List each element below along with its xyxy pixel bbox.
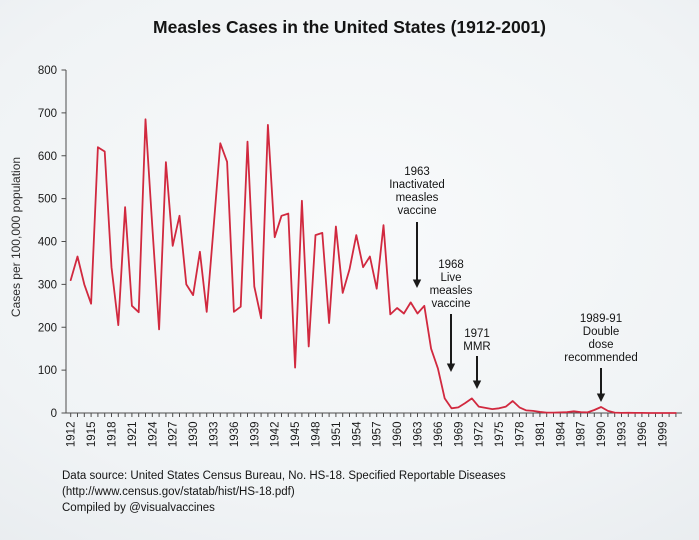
x-tick-label: 1996 [637, 422, 649, 448]
annotation-text-line: vaccine [432, 298, 471, 310]
x-tick-label: 1990 [596, 422, 608, 448]
measles-rate-line [69, 118, 677, 414]
footer-credit-line: Compiled by @visualvaccines [62, 501, 215, 514]
annotation-text-line: Double [583, 326, 619, 338]
x-tick-label: 1945 [290, 422, 302, 448]
annotation-text-line: 1963 [404, 166, 430, 178]
annotation-text-line: Inactivated [389, 179, 445, 191]
x-tick-label: 1930 [188, 422, 200, 448]
x-tick-label: 1915 [86, 422, 98, 448]
x-tick-label: 1912 [66, 422, 78, 448]
x-tick-label: 1918 [107, 422, 119, 448]
footer-source-line: Data source: United States Census Bureau… [62, 470, 506, 482]
x-tick-label: 1978 [515, 422, 527, 448]
annotation-text-line: dose [589, 339, 614, 351]
annotation-text-line: MMR [463, 341, 490, 353]
x-tick-label: 1942 [270, 422, 282, 448]
x-tick-label: 1999 [657, 422, 669, 448]
x-tick-label: 1924 [147, 421, 159, 447]
x-tick-label: 1954 [351, 421, 363, 447]
x-tick-label: 1975 [494, 421, 506, 447]
annotation-arrowhead [472, 380, 482, 389]
annotation-text-line: 1968 [438, 259, 464, 271]
x-tick-label: 1969 [453, 422, 465, 448]
y-tick-label: 0 [51, 408, 57, 420]
annotation-arrowhead [446, 363, 456, 372]
y-tick-label: 500 [38, 194, 57, 206]
y-tick-label: 700 [38, 108, 57, 120]
footer: Data source: United States Census Bureau… [62, 469, 506, 516]
annotation-text-line: 1971 [464, 328, 490, 340]
x-tick-label: 1933 [209, 422, 221, 448]
annotation-arrowhead [596, 393, 606, 402]
x-tick-label: 1951 [331, 422, 343, 448]
x-tick-label: 1987 [576, 422, 588, 448]
x-tick-label: 1972 [474, 422, 486, 448]
annotation-text-line: measles [430, 285, 473, 297]
y-tick-label: 400 [38, 237, 57, 249]
x-tick-label: 1921 [127, 422, 139, 448]
x-tick-label: 1936 [229, 422, 241, 448]
annotation-text-line: measles [396, 192, 439, 204]
x-tick-label: 1960 [392, 422, 404, 448]
x-tick-label: 1963 [413, 422, 425, 448]
annotation-text-line: vaccine [398, 205, 437, 217]
x-tick-label: 1927 [168, 422, 180, 448]
x-tick-label: 1957 [372, 422, 384, 448]
annotation-text-line: 1989-91 [580, 313, 622, 325]
annotation-text-line: recommended [564, 352, 638, 364]
y-tick-label: 800 [38, 65, 57, 77]
x-tick-label: 1966 [433, 422, 445, 448]
x-tick-label: 1993 [617, 422, 629, 448]
footer-url-line: (http://www.census.gov/statab/hist/HS-18… [62, 485, 295, 498]
y-tick-label: 200 [38, 322, 57, 334]
annotation-arrowhead [412, 279, 422, 288]
y-tick-label: 600 [38, 151, 57, 163]
annotation-text-line: Live [440, 272, 461, 284]
y-tick-label: 100 [38, 365, 57, 377]
x-tick-label: 1948 [311, 422, 323, 448]
x-tick-label: 1939 [249, 422, 261, 448]
chart-title: Measles Cases in the United States (1912… [153, 17, 546, 37]
x-tick-label: 1984 [555, 421, 567, 447]
x-tick-label: 1981 [535, 422, 547, 448]
y-tick-label: 300 [38, 279, 57, 291]
